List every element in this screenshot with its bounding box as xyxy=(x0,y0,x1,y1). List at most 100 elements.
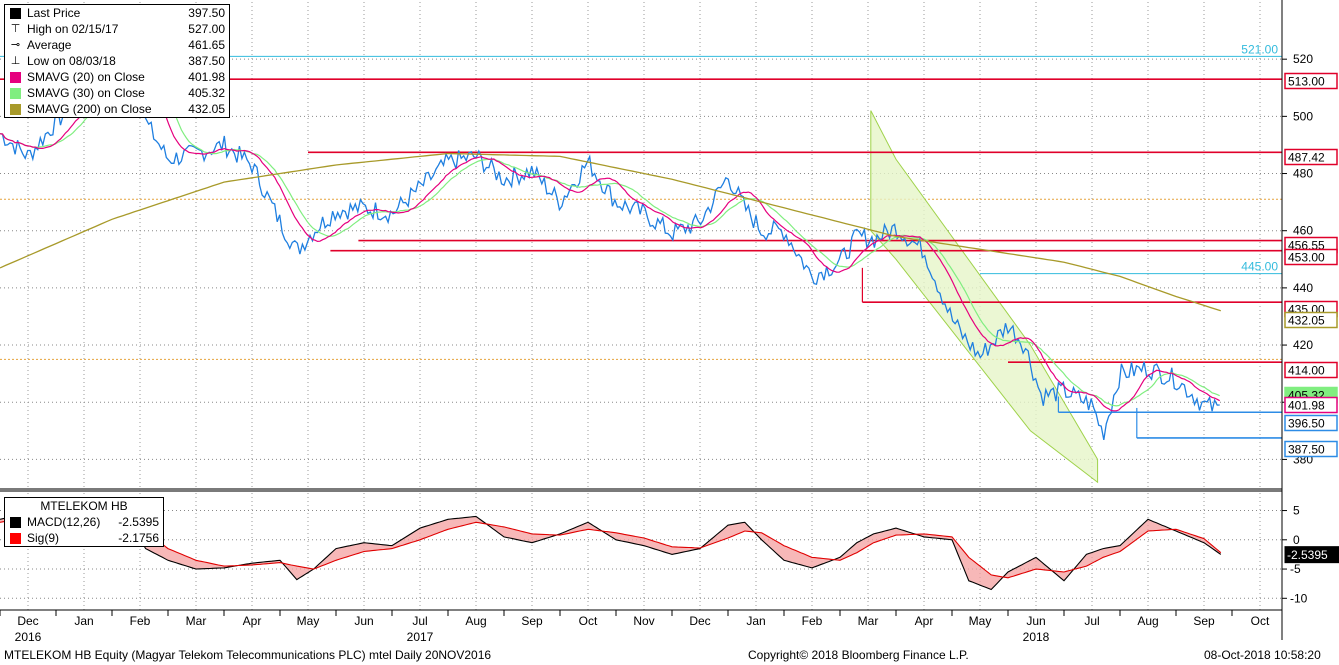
legend-label: SMAVG (20) on Close xyxy=(27,70,145,84)
month-label: May xyxy=(969,614,992,628)
level-value-text: 445.00 xyxy=(1241,260,1278,274)
price-tick-label: 500 xyxy=(1293,109,1313,123)
level-label-box xyxy=(1284,311,1338,329)
sma30-line xyxy=(0,66,1220,407)
month-label: Jan xyxy=(74,614,93,628)
macd-histogram-area xyxy=(0,507,1221,590)
axes: 52050048046044042040038050-5-10DecJanFeb… xyxy=(0,0,1313,644)
level-label-box xyxy=(1284,396,1338,414)
legend-swatch xyxy=(10,87,21,99)
high-marker-icon: ⊤ xyxy=(10,23,21,35)
macd-tick-label: -10 xyxy=(1290,591,1308,605)
footer-security: MTELEKOM HB Equity (Magyar Telekom Telec… xyxy=(4,648,492,662)
month-label: Apr xyxy=(243,614,262,628)
price-tick-label: 520 xyxy=(1293,52,1313,66)
month-label: Sep xyxy=(1193,614,1215,628)
level-label-text: 396.50 xyxy=(1288,417,1325,431)
legend-row: SMAVG (200) on Close 432.05 xyxy=(5,101,229,117)
legend-label: Sig(9) xyxy=(27,531,60,545)
month-label: Sep xyxy=(521,614,543,628)
sma200-line xyxy=(0,152,1221,312)
level-labels: 521.00513.00487.42456.55453.00445.00435.… xyxy=(1241,42,1339,564)
month-label: Aug xyxy=(465,614,486,628)
legend-label: SMAVG (30) on Close xyxy=(27,86,145,100)
month-label: May xyxy=(297,614,320,628)
legend-label: SMAVG (200) on Close xyxy=(27,102,152,116)
legend-swatch xyxy=(10,103,21,115)
month-label: Jun xyxy=(354,614,373,628)
price-tick-label: 420 xyxy=(1293,338,1313,352)
month-label: Dec xyxy=(689,614,710,628)
signal-line xyxy=(0,512,1222,579)
legend-row: ⊤ High on 02/15/17 527.00 xyxy=(5,21,229,37)
level-label-box xyxy=(1284,248,1338,266)
level-label-box xyxy=(1284,440,1338,458)
year-label: 2018 xyxy=(1023,630,1050,644)
legend-row: ⊥ Low on 08/03/18 387.50 xyxy=(5,53,229,69)
footer-timestamp: 08-Oct-2018 10:58:20 xyxy=(1204,648,1321,662)
level-label-box xyxy=(1284,72,1338,90)
price-tick-label: 440 xyxy=(1293,281,1313,295)
legend-label: High on 02/15/17 xyxy=(27,22,119,36)
month-label: Nov xyxy=(633,614,654,628)
legend-label: Average xyxy=(27,38,72,52)
level-label-text: 432.05 xyxy=(1288,314,1325,328)
month-label: Jul xyxy=(1084,614,1099,628)
legend-row: SMAVG (30) on Close 405.32 xyxy=(5,85,229,101)
month-label: Jul xyxy=(412,614,427,628)
level-label-text: 387.50 xyxy=(1288,443,1325,457)
legend-row: SMAVG (20) on Close 401.98 xyxy=(5,69,229,85)
sma20-line xyxy=(0,58,1220,412)
month-label: Oct xyxy=(579,614,598,628)
legend-label: Last Price xyxy=(27,6,81,20)
legend-swatch xyxy=(10,516,21,528)
macd-panel xyxy=(0,507,1222,591)
legend-value: 397.50 xyxy=(188,6,225,20)
year-label: 2017 xyxy=(407,630,434,644)
legend-label: Low on 08/03/18 xyxy=(27,54,116,68)
price-tick-label: 480 xyxy=(1293,167,1313,181)
legend-swatch xyxy=(10,532,21,544)
legend-swatch xyxy=(10,7,21,19)
month-label: Aug xyxy=(1137,614,1158,628)
level-label-text: 513.00 xyxy=(1288,75,1325,89)
macd-legend-row: Sig(9) -2.1756 xyxy=(5,530,163,546)
month-label: Feb xyxy=(130,614,151,628)
legend-value: 405.32 xyxy=(188,86,225,100)
macd-last-text: -2.5395 xyxy=(1287,548,1328,562)
legend-value: -2.1756 xyxy=(118,531,159,545)
macd-ticker-title: MTELEKOM HB xyxy=(40,499,128,513)
month-label: Jan xyxy=(746,614,765,628)
legend-swatch xyxy=(10,71,21,83)
legend-value: 432.05 xyxy=(188,102,225,116)
level-label-text: 453.00 xyxy=(1288,251,1325,265)
macd-tick-label: -5 xyxy=(1290,562,1301,576)
macd-tick-label: 5 xyxy=(1293,504,1300,518)
month-label: Feb xyxy=(802,614,823,628)
level-value-text: 521.00 xyxy=(1241,42,1278,56)
panel-separator xyxy=(0,488,1282,492)
month-label: Oct xyxy=(1251,614,1270,628)
level-label-box xyxy=(1284,361,1338,379)
price-tick-label: 460 xyxy=(1293,224,1313,238)
macd-line xyxy=(0,507,1222,591)
level-label-text: 401.98 xyxy=(1288,399,1325,413)
month-label: Mar xyxy=(858,614,879,628)
legend-value: 401.98 xyxy=(188,70,225,84)
legend-row: ⊸ Average 461.65 xyxy=(5,37,229,53)
avg-marker-icon: ⊸ xyxy=(10,39,21,51)
price-legend: Last Price 397.50 ⊤ High on 02/15/17 527.00 ⊸… xyxy=(4,4,230,118)
level-label-box xyxy=(1284,414,1338,432)
year-label: 2016 xyxy=(15,630,42,644)
series xyxy=(0,35,1221,441)
legend-value: 527.00 xyxy=(188,22,225,36)
macd-tick-label: 0 xyxy=(1293,533,1300,547)
level-label-box xyxy=(1284,148,1338,166)
footer-copyright: Copyright© 2018 Bloomberg Finance L.P. xyxy=(748,648,969,662)
legend-label: MACD(12,26) xyxy=(27,515,101,529)
low-marker-icon: ⊥ xyxy=(10,55,21,67)
month-label: Jun xyxy=(1026,614,1045,628)
macd-legend: MTELEKOM HB MACD(12,26) -2.5395 Sig(9) -2.1… xyxy=(4,497,164,547)
legend-value: 461.65 xyxy=(188,38,225,52)
